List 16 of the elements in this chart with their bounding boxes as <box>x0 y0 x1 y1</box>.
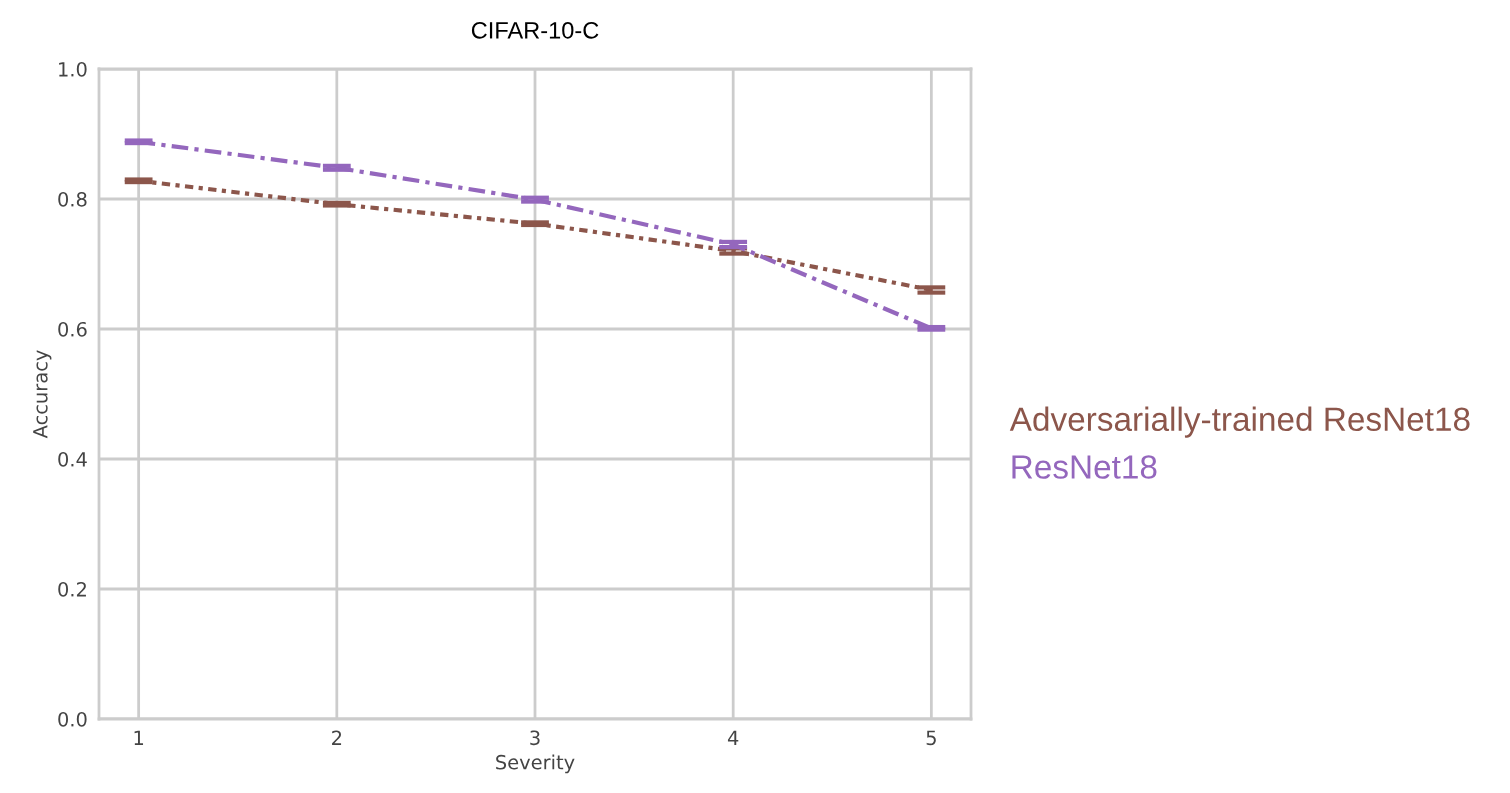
x-tick-label: 1 <box>134 730 144 745</box>
y-tick-label: 0.6 <box>58 321 87 337</box>
y-tick-label: 0.2 <box>58 581 86 597</box>
y-tick-label: 1.0 <box>59 61 87 77</box>
text: ResNet18 <box>1012 455 1157 479</box>
y-tick-label: 0.0 <box>58 711 87 727</box>
y-axis-title: Accuracy <box>33 350 52 439</box>
text: Adversarially-trained ResNet18 <box>1009 406 1470 438</box>
y-tick-label: 0.8 <box>58 191 87 207</box>
x-tick-label: 4 <box>727 730 739 745</box>
chart-title: CIFAR-10-C <box>471 21 599 39</box>
x-tick-label: 2 <box>332 730 342 745</box>
x-tick-label: 3 <box>530 730 540 746</box>
x-axis-title: Severity <box>496 754 575 774</box>
x-tick-label: 5 <box>926 730 936 746</box>
y-tick-label: 0.4 <box>58 451 87 467</box>
